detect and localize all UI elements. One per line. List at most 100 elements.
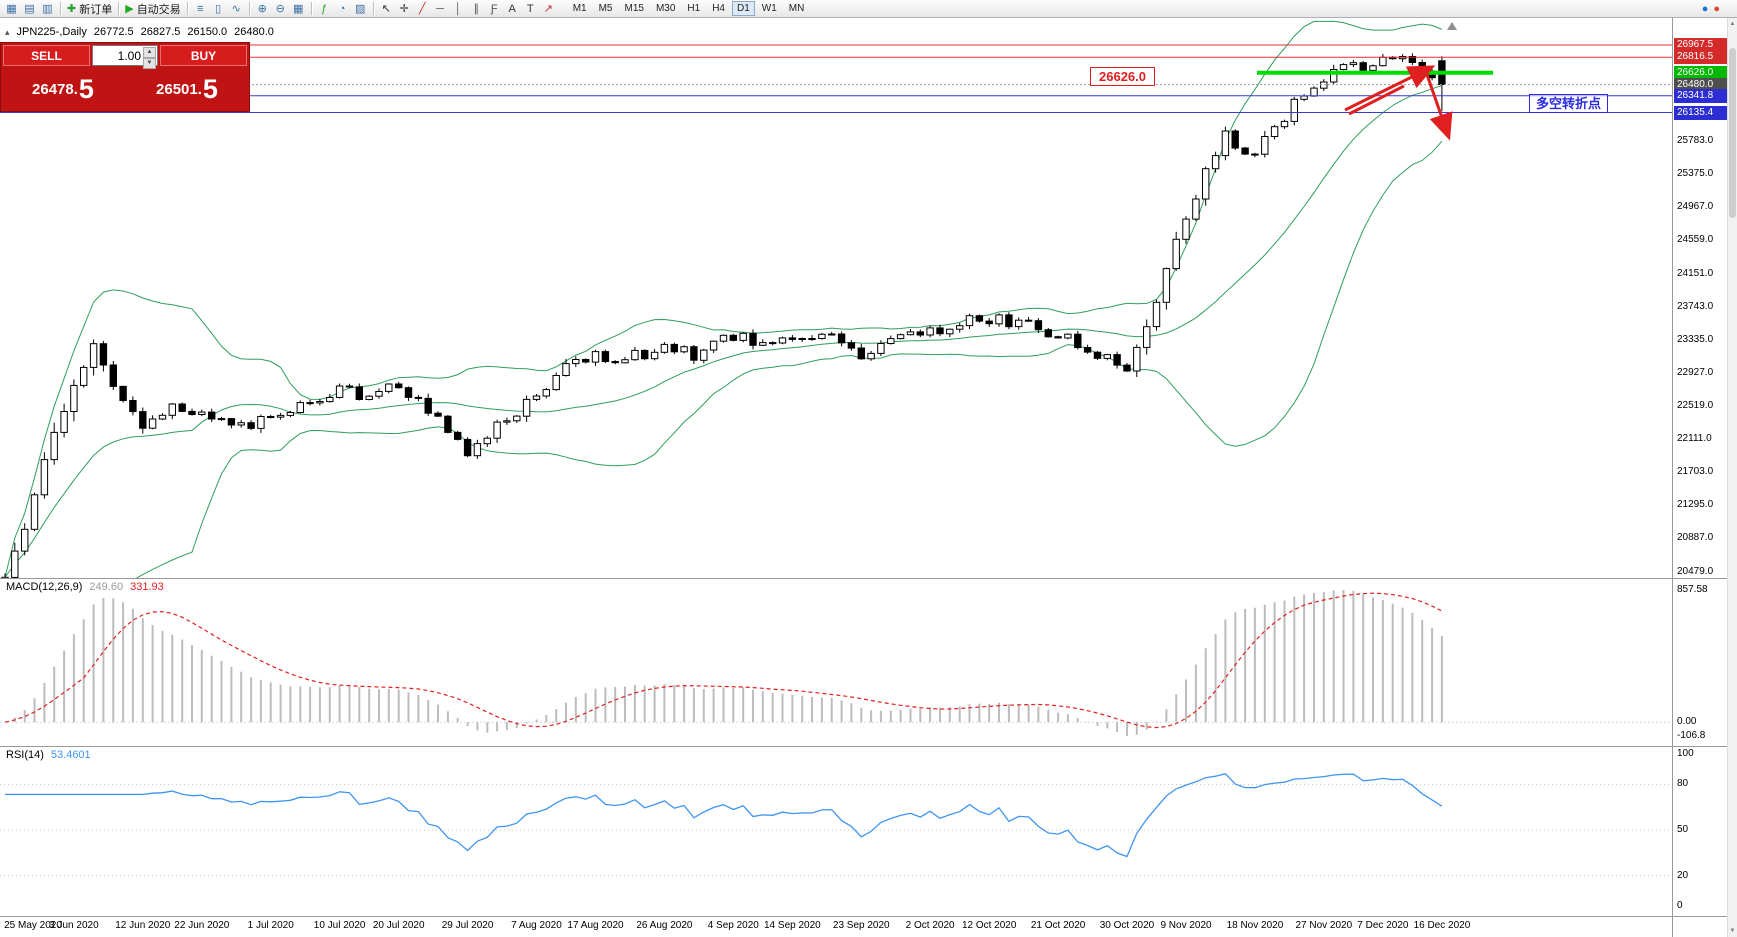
date-label: 12 Oct 2020 — [961, 920, 1017, 931]
cursor-icon: ↖ — [381, 2, 391, 15]
bar-chart-icon: ≡ — [196, 2, 204, 15]
timeframe-w1[interactable]: W1 — [761, 3, 777, 14]
price-axis[interactable]: 25783.0 25375.0 24967.0 24559.0 24151.0 23743… — [1672, 18, 1728, 937]
line-chart-button[interactable]: ∿ — [228, 1, 245, 17]
arrow-tool-icon: ↗ — [543, 2, 553, 15]
panel-separator — [0, 746, 1737, 747]
notifications-icon[interactable]: ● — [1713, 2, 1720, 15]
horizontal-line-button[interactable]: ─ — [432, 1, 449, 17]
zoom-in-button[interactable]: ⊕ — [254, 1, 271, 17]
scroll-up-icon[interactable]: ▲ — [1729, 21, 1736, 27]
grid-icon: ▦ — [292, 2, 304, 15]
crosshair-button[interactable]: ✛ — [396, 1, 413, 17]
market-watch-button[interactable]: ▥ — [39, 1, 56, 17]
sell-price-button[interactable]: 26478. 5 — [1, 76, 125, 103]
profiles-icon: ▤ — [24, 2, 35, 15]
turning-point-annotation: 多空转折点 — [1529, 94, 1609, 113]
sell-price: 26478. — [32, 81, 78, 98]
main-chart-panel[interactable]: ▴ JPN225-,Daily 26772.5 26827.5 26150.0 … — [0, 18, 1672, 578]
volume-input[interactable]: 1.00 ▲ ▼ — [92, 45, 158, 69]
scroll-down-icon[interactable]: ▼ — [1729, 928, 1736, 934]
price-axis-label: 20479.0 — [1677, 566, 1714, 577]
date-label: 14 Sep 2020 — [764, 920, 821, 931]
timeframe-m15[interactable]: M15 — [624, 3, 644, 14]
cursor-button[interactable]: ↖ — [378, 1, 395, 17]
zoom-out-button[interactable]: ⊖ — [272, 1, 289, 17]
price-axis-marker: 26967.5 — [1674, 38, 1728, 52]
channel-button[interactable]: ∥ — [468, 1, 485, 17]
zoom-in-icon: ⊕ — [257, 2, 267, 15]
price-axis-label: 21295.0 — [1677, 499, 1714, 510]
date-label: 7 Dec 2020 — [1357, 920, 1409, 931]
timeframe-d1[interactable]: D1 — [732, 1, 755, 16]
volume-stepper[interactable]: ▲ ▼ — [143, 47, 156, 69]
scrollbar-thumb[interactable] — [1729, 48, 1736, 218]
buy-price-big-digit: 5 — [202, 74, 218, 104]
toolbar: ▦ ▤ ▥ ✚ 新订单 ▶ 自动交易 ≡ ▯ ∿ ⊕ ⊖ ▦ ƒ ◔ ▨ ↖ ✛ ╱ ─ │ ∥ Ƒ A T ↗ M1 M5 M15 M3… — [0, 0, 1737, 18]
date-label: 18 Nov 2020 — [1226, 920, 1284, 931]
arrow-tool-button[interactable]: ↗ — [540, 1, 557, 17]
rsi-canvas — [0, 746, 1672, 916]
timeframe-h1[interactable]: H1 — [687, 3, 701, 14]
trendline-button[interactable]: ╱ — [414, 1, 431, 17]
indicators-icon: ƒ — [321, 2, 328, 15]
fibonacci-button[interactable]: Ƒ — [486, 1, 503, 17]
price-level-label: 26626.0 — [1090, 67, 1155, 86]
rsi-panel[interactable]: RSI(14) 53.4601 — [0, 746, 1672, 916]
vertical-line-button[interactable]: │ — [450, 1, 467, 17]
new-order-button[interactable]: ✚ 新订单 — [65, 1, 114, 17]
text-button[interactable]: A — [504, 1, 521, 17]
grid-button[interactable]: ▦ — [290, 1, 307, 17]
timeframe-m30[interactable]: M30 — [655, 3, 676, 14]
volume-down-icon[interactable]: ▼ — [143, 58, 156, 69]
timeframe-mn[interactable]: MN — [788, 3, 805, 14]
price-axis-marker: 26480.0 — [1674, 78, 1728, 92]
macd-panel[interactable]: MACD(12,26,9) 249.60 331.93 — [0, 578, 1672, 746]
autotrading-button[interactable]: ▶ 自动交易 — [123, 1, 182, 17]
volume-up-icon[interactable]: ▲ — [143, 47, 156, 58]
new-chart-button[interactable]: ▦ — [3, 1, 20, 17]
label-button[interactable]: T — [522, 1, 539, 17]
date-label: 10 Jul 2020 — [313, 920, 366, 931]
fibonacci-icon: Ƒ — [490, 2, 498, 15]
vertical-scrollbar[interactable]: ▲ ▼ — [1727, 18, 1737, 937]
timeframe-m5[interactable]: M5 — [598, 3, 613, 14]
candlestick-chart-button[interactable]: ▯ — [210, 1, 227, 17]
rsi-axis-label: 0 — [1677, 900, 1683, 911]
community-icon[interactable]: ● — [1701, 2, 1709, 15]
indicators-button[interactable]: ƒ — [316, 1, 333, 17]
one-click-panel-toggle-icon[interactable]: ▴ — [5, 26, 10, 37]
rsi-axis-label: 50 — [1677, 824, 1689, 835]
date-label: 7 Aug 2020 — [511, 920, 562, 931]
rsi-panel-label: RSI(14) 53.4601 — [6, 749, 91, 761]
buy-price-button[interactable]: 26501. 5 — [125, 76, 249, 103]
timeframe-m1[interactable]: M1 — [572, 3, 587, 14]
bar-chart-button[interactable]: ≡ — [192, 1, 209, 17]
price-axis-label: 25783.0 — [1677, 135, 1714, 146]
zoom-out-icon: ⊖ — [275, 2, 285, 15]
panel-separator — [0, 916, 1737, 917]
profiles-button[interactable]: ▤ — [21, 1, 38, 17]
new-chart-icon: ▦ — [6, 2, 17, 15]
date-label: 25 May 2020 — [4, 920, 62, 931]
autotrading-icon: ▶ — [125, 2, 134, 15]
chart-shift-marker — [1447, 22, 1457, 30]
buy-button[interactable]: BUY — [160, 45, 247, 66]
label-icon: T — [526, 2, 534, 15]
periods-button[interactable]: ◔ — [334, 1, 351, 17]
main-chart-canvas[interactable] — [0, 18, 1672, 578]
price-axis-label: 21703.0 — [1677, 466, 1714, 477]
templates-button[interactable]: ▨ — [352, 1, 369, 17]
market-watch-icon: ▥ — [42, 2, 53, 15]
timeframe-h4[interactable]: H4 — [712, 3, 725, 14]
rsi-chart — [0, 772, 1672, 877]
rsi-axis-label: 20 — [1677, 870, 1689, 881]
date-label: 16 Dec 2020 — [1413, 920, 1471, 931]
price-axis-label: 24967.0 — [1677, 201, 1714, 212]
macd-chart — [0, 590, 1672, 736]
price-axis-label: 24559.0 — [1677, 234, 1714, 245]
time-axis[interactable]: 25 May 2020 3 Jun 2020 12 Jun 2020 22 Jun 2… — [0, 916, 1672, 937]
horizontal-line-icon: ─ — [436, 2, 445, 15]
sell-button[interactable]: SELL — [3, 45, 90, 66]
